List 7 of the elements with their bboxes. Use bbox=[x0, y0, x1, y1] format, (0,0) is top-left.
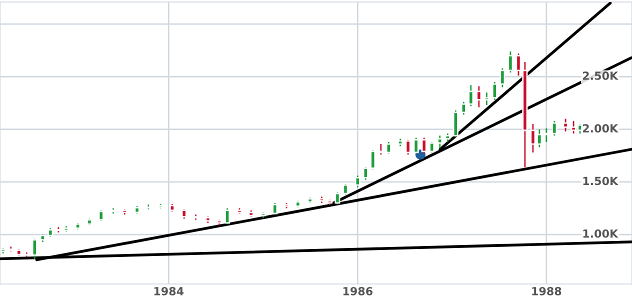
y-tick-label: 1.00K bbox=[583, 229, 618, 238]
x-tick-label: 1988 bbox=[532, 286, 562, 296]
y-tick-label: 1.50K bbox=[583, 176, 618, 186]
y-tick-label: 2.50K bbox=[582, 72, 618, 80]
x-tick-label: 1986 bbox=[343, 286, 372, 296]
x-tick-label: 1984 bbox=[154, 286, 184, 296]
y-tick-label: 2.00K bbox=[582, 124, 618, 133]
